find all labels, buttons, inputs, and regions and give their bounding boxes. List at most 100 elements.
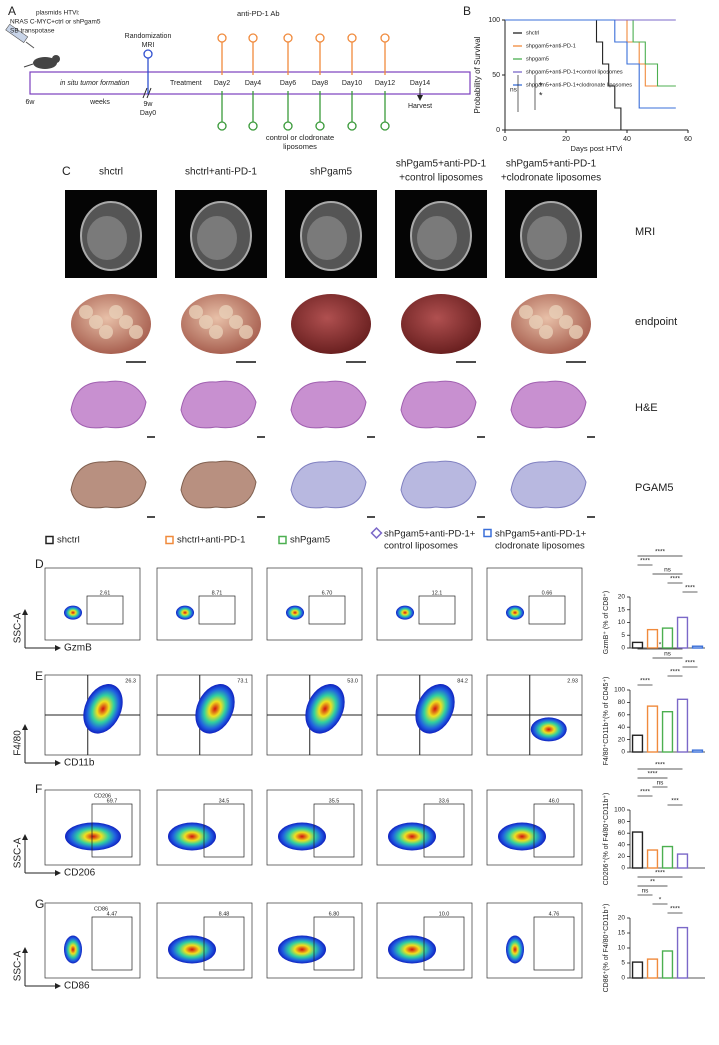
density-blob — [415, 684, 455, 734]
x-tick-label: 20 — [562, 136, 570, 143]
significance: **** — [655, 549, 666, 556]
bar — [631, 831, 644, 869]
mri-organ — [197, 216, 237, 260]
plasmid-text: plasmids HTVi: — [36, 10, 80, 17]
survival-line — [505, 19, 676, 109]
significance: ns — [664, 567, 672, 574]
tumor-nodule — [99, 325, 113, 339]
syringe-icon — [5, 23, 35, 49]
density-blob — [65, 822, 121, 851]
y-tick-label: 60 — [618, 712, 626, 719]
tumor-nodule — [189, 305, 203, 319]
bar — [646, 628, 659, 649]
panel-label: D — [35, 557, 44, 571]
pgam5-section — [290, 460, 367, 509]
legend-marker — [278, 535, 287, 545]
density-blob — [83, 684, 123, 734]
tumor-nodule — [229, 315, 243, 329]
density-blob — [388, 935, 436, 964]
flow-x-label: CD11b — [64, 758, 95, 769]
density-blob — [506, 605, 524, 620]
panel-label: G — [35, 897, 44, 911]
significance: **** — [640, 678, 651, 685]
flow-y-label: SSC-A — [13, 837, 24, 868]
label: 6w — [26, 99, 36, 106]
tumor-nodule — [519, 305, 533, 319]
panel-label: F — [35, 782, 42, 796]
pgam5-section — [180, 460, 257, 509]
bar — [661, 627, 674, 649]
tumor-nodule — [129, 325, 143, 339]
survival-line — [505, 19, 676, 87]
y-tick-label: 20 — [618, 736, 626, 743]
gate-value: 2.93 — [567, 678, 578, 684]
column-header: shctrl+anti-PD-1 — [185, 167, 257, 178]
gate-value: 26.3 — [125, 678, 136, 684]
mri-organ — [87, 216, 127, 260]
panel-label: E — [35, 669, 43, 683]
gate — [423, 916, 465, 971]
gate — [533, 916, 575, 971]
legend-label: shPgam5 — [290, 535, 330, 546]
flow-y-label: SSC-A — [13, 950, 24, 981]
tumor-nodule — [239, 325, 253, 339]
significance: ** — [650, 879, 656, 886]
legend-marker — [370, 526, 383, 540]
liposome-marker — [347, 121, 357, 131]
label: MRI — [142, 42, 155, 49]
density-blob — [498, 822, 546, 851]
legend-label: shPgam5+anti-PD-1+ — [495, 529, 587, 540]
label: control or clodronate — [266, 133, 334, 142]
gate — [423, 803, 465, 858]
tumor-nodule — [549, 305, 563, 319]
gate — [203, 803, 245, 858]
y-tick-label: 40 — [618, 724, 626, 731]
liposome-marker — [217, 121, 227, 131]
tumor-nodule — [219, 305, 233, 319]
row-label: MRI — [635, 226, 655, 238]
gate — [533, 803, 575, 858]
density-blob — [176, 605, 194, 620]
day-label: Day8 — [312, 80, 328, 87]
gate-title: CD206 — [94, 793, 111, 799]
flow-x-label: GzmB — [64, 643, 92, 654]
label: 9w — [144, 101, 154, 108]
panel-label: A — [8, 4, 16, 18]
break-mark — [146, 87, 152, 99]
significance: **** — [670, 669, 681, 676]
gate — [308, 595, 346, 625]
liver-photo — [181, 294, 261, 354]
tumor-nodule — [559, 315, 573, 329]
antibody-marker — [248, 33, 258, 43]
y-tick-label: 0 — [621, 865, 625, 872]
gate-value: 8.71 — [212, 590, 223, 596]
significance: **** — [655, 762, 666, 769]
density-blob — [278, 935, 326, 964]
legend-marker — [165, 535, 174, 545]
density-blob — [64, 935, 82, 964]
label: liposomes — [283, 142, 317, 151]
density-blob — [506, 935, 524, 964]
legend-label: shpgam5+anti-PD-1+control liposomes — [526, 69, 623, 75]
tumor-nodule — [209, 325, 223, 339]
gate-title: CD86 — [94, 906, 108, 912]
liposome-marker — [380, 121, 390, 131]
antibody-marker — [217, 33, 227, 43]
survival-line — [505, 19, 622, 130]
survival-line — [505, 19, 676, 87]
gate — [203, 916, 245, 971]
x-axis-label: Days post HTVi — [571, 144, 623, 153]
day-label: Day4 — [245, 80, 261, 87]
day-label: Day14 — [410, 80, 430, 87]
flow-plot-frame — [486, 789, 583, 866]
legend-label: shpgam5+anti-PD-1 — [526, 43, 576, 49]
liver-photo — [511, 294, 591, 354]
gate-value: 84.2 — [457, 678, 468, 684]
pgam5-section — [70, 460, 147, 509]
row-label: endpoint — [635, 316, 677, 328]
gate — [198, 595, 236, 625]
flow-plot-frame — [156, 567, 253, 641]
gate-value: 35.5 — [329, 798, 340, 804]
gate-value: 46.0 — [549, 798, 560, 804]
row-label: PGAM5 — [635, 482, 674, 494]
